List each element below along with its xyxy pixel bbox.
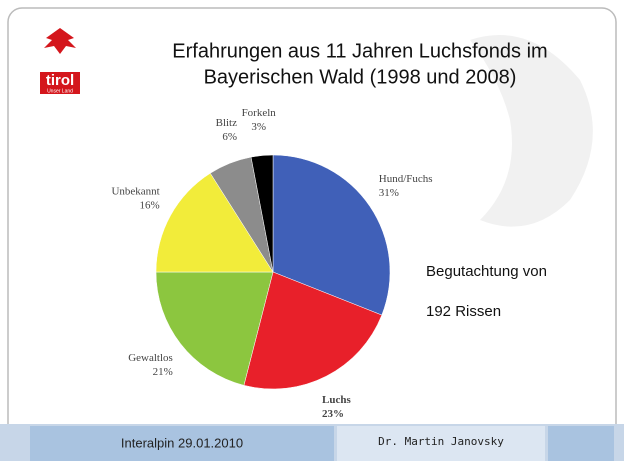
note-line: 192 Rissen bbox=[426, 303, 501, 320]
logo-subtext: Unser Land bbox=[47, 88, 73, 94]
value-label: 23% bbox=[322, 408, 344, 420]
logo-text: tirol bbox=[46, 72, 74, 89]
value-label: 3% bbox=[251, 121, 266, 133]
note-line: Begutachtung von bbox=[426, 263, 547, 280]
footer-text: Dr. Martin Janovsky bbox=[378, 435, 504, 448]
slide: tirol Unser Land Erfahrungen aus 11 Jahr… bbox=[0, 0, 624, 461]
title-line: Erfahrungen aus 11 Jahren Luchsfonds im bbox=[172, 40, 547, 62]
value-label: 31% bbox=[379, 187, 399, 199]
slice-label: Luchs bbox=[322, 394, 351, 406]
value-label: 16% bbox=[140, 199, 160, 211]
slice-label: Forkeln bbox=[242, 107, 277, 119]
value-label: 6% bbox=[222, 131, 237, 143]
footer-box bbox=[548, 426, 614, 461]
slice-label: Hund/Fuchs bbox=[379, 173, 433, 185]
footer-text: Interalpin 29.01.2010 bbox=[121, 435, 243, 450]
chart: tirol Unser Land Erfahrungen aus 11 Jahr… bbox=[0, 0, 624, 461]
title-line: Bayerischen Wald (1998 und 2008) bbox=[204, 66, 517, 88]
slice-label: Unbekannt bbox=[111, 185, 159, 197]
value-label: 21% bbox=[153, 366, 173, 378]
slice-label: Gewaltlos bbox=[128, 352, 173, 364]
slice-label: Blitz bbox=[216, 117, 238, 129]
